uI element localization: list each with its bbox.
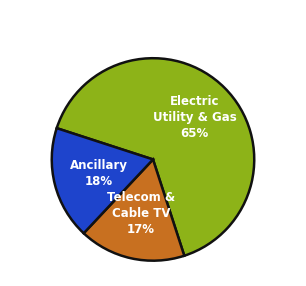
Text: Revenue by Customer Type – 2004: Revenue by Customer Type – 2004	[11, 9, 295, 24]
Text: Ancillary
18%: Ancillary 18%	[70, 159, 128, 188]
Text: Telecom &
Cable TV
17%: Telecom & Cable TV 17%	[107, 191, 175, 236]
Wedge shape	[84, 160, 184, 261]
Wedge shape	[57, 58, 254, 256]
Wedge shape	[52, 128, 153, 233]
Text: Electric
Utility & Gas
65%: Electric Utility & Gas 65%	[153, 96, 237, 140]
